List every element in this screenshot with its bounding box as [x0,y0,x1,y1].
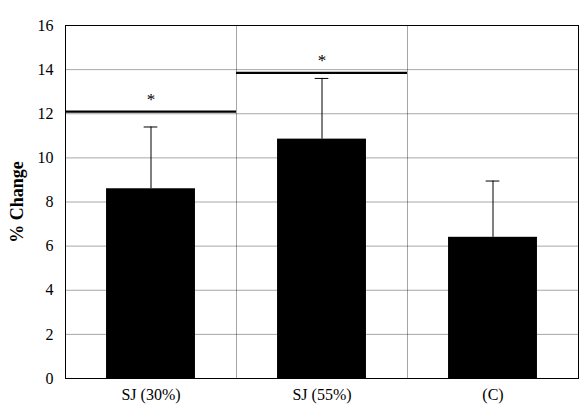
svg-text:0: 0 [46,370,54,387]
svg-text:SJ (55%): SJ (55%) [292,386,351,404]
svg-text:2: 2 [46,325,54,342]
svg-text:*: * [147,90,156,109]
svg-text:12: 12 [38,105,54,122]
svg-text:4: 4 [46,281,54,298]
svg-text:6: 6 [46,237,54,254]
svg-text:14: 14 [38,61,54,78]
svg-text:SJ (30%): SJ (30%) [121,386,180,404]
svg-text:8: 8 [46,193,54,210]
svg-text:% Change: % Change [7,161,27,243]
svg-text:16: 16 [38,17,54,34]
svg-text:10: 10 [38,149,54,166]
svg-text:(C): (C) [482,386,503,404]
svg-text:*: * [318,51,327,70]
